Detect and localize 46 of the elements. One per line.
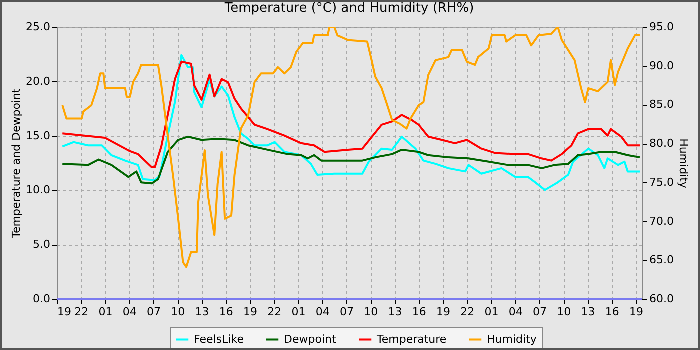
chart-title: Temperature (°C) and Humidity (RH%)	[224, 1, 474, 16]
x-tick-label: 01	[292, 306, 306, 318]
x-tick-label: 07	[146, 306, 161, 318]
x-tick-label: 04	[122, 306, 137, 318]
x-tick-label: 16	[605, 306, 620, 318]
x-tick-label: 01	[484, 306, 499, 318]
legend-label: FeelsLike	[194, 332, 244, 346]
y-axis-title: Temperature and Dewpoint	[10, 88, 24, 240]
y2-tick-label: 80.0	[650, 137, 674, 150]
x-tick-label: 22	[74, 306, 89, 318]
x-tick-label: 22	[268, 306, 282, 318]
x-tick-label: 04	[316, 306, 330, 318]
y-tick-label: 10.0	[26, 184, 50, 197]
x-tick-label: 16	[219, 306, 234, 318]
x-tick-label: 16	[412, 306, 426, 318]
x-tick-label: 13	[195, 306, 210, 318]
x-tick-label: 10	[364, 306, 378, 318]
y2-tick-label: 60.0	[650, 292, 674, 306]
x-tick-label: 07	[532, 306, 547, 318]
x-tick-label: 13	[388, 306, 402, 318]
legend-label: Dewpoint	[284, 332, 337, 346]
y2-axis-title: Humidity	[676, 138, 690, 189]
x-tick-label: 01	[98, 306, 113, 318]
y-tick-label: 0.0	[33, 292, 50, 306]
x-tick-label: 19	[629, 306, 644, 318]
y-tick-label: 15.0	[26, 129, 50, 142]
x-tick-label: 19	[58, 306, 72, 318]
y-tick-label: 20.0	[26, 74, 50, 88]
legend-label: Humidity	[487, 332, 538, 346]
y-tick-label: 25.0	[26, 20, 50, 34]
y2-tick-label: 90.0	[650, 59, 674, 72]
y2-tick-label: 65.0	[650, 254, 674, 267]
x-tick-label: 04	[508, 306, 523, 318]
x-tick-label: 22	[460, 306, 475, 318]
x-tick-label: 19	[243, 306, 258, 318]
y2-tick-label: 85.0	[650, 98, 674, 112]
y2-tick-label: 75.0	[650, 176, 674, 189]
y-tick-label: 5.0	[33, 238, 50, 252]
x-tick-label: 10	[557, 306, 572, 318]
x-tick-label: 19	[436, 306, 450, 318]
y2-tick-label: 95.0	[650, 20, 674, 34]
legend-label: Temperature	[376, 332, 447, 346]
x-tick-label: 13	[581, 306, 596, 318]
x-tick-label: 10	[171, 306, 186, 318]
x-tick-label: 07	[340, 306, 354, 318]
y2-tick-label: 70.0	[650, 214, 674, 228]
